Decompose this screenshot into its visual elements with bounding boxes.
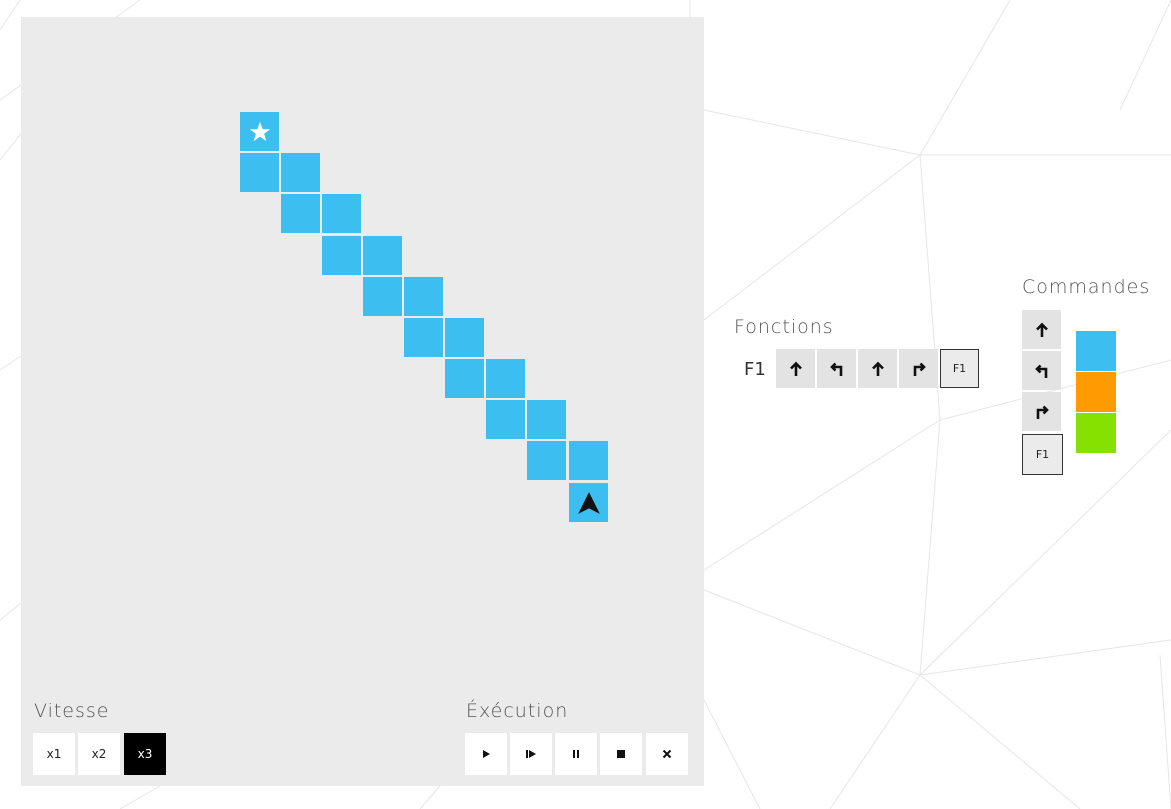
path-cell: [363, 236, 402, 275]
pause-button[interactable]: [555, 733, 597, 775]
turn-left-icon: [1034, 364, 1047, 378]
stop-icon: [617, 750, 625, 758]
arrow-up-icon: [871, 361, 884, 376]
play-button[interactable]: [465, 733, 507, 775]
execution-label: Éxécution: [466, 700, 569, 722]
command-forward[interactable]: [1022, 310, 1061, 349]
path-cell: [322, 194, 361, 233]
path-cell: [281, 153, 320, 192]
turn-right-icon: [913, 362, 926, 376]
game-board: [21, 17, 704, 786]
f1-slot-5[interactable]: F1: [940, 349, 979, 388]
path-cell: [404, 277, 443, 316]
reset-button[interactable]: [646, 733, 688, 775]
command-f1[interactable]: F1: [1022, 434, 1063, 475]
color-blue-swatch[interactable]: [1076, 331, 1116, 371]
turn-left-icon: [829, 362, 842, 376]
path-cell: [322, 236, 361, 275]
path-cell: [445, 359, 484, 398]
robot-arrow-icon: [577, 491, 600, 514]
stop-button[interactable]: [600, 733, 642, 775]
f1-slot-4[interactable]: [899, 349, 938, 388]
f1-row-label: F1: [744, 359, 766, 380]
star-icon: [249, 121, 270, 141]
path-cell: [445, 318, 484, 357]
path-cell: [363, 277, 402, 316]
play-icon: [483, 750, 490, 758]
color-green-swatch[interactable]: [1076, 413, 1116, 453]
close-icon: [662, 749, 672, 759]
path-cell: [527, 441, 566, 480]
commands-label: Commandes: [1022, 276, 1151, 298]
path-cell: [486, 359, 525, 398]
path-cell: [404, 318, 443, 357]
start-cell: [240, 112, 279, 151]
speed-label: Vitesse: [34, 700, 110, 722]
speed-x2-button[interactable]: x2: [78, 733, 120, 775]
path-cell: [569, 441, 608, 480]
path-cell: [486, 400, 525, 439]
speed-x1-button[interactable]: x1: [33, 733, 75, 775]
path-cell: [281, 194, 320, 233]
step-icon: [526, 750, 536, 758]
f1-slot-1[interactable]: [776, 349, 815, 388]
pause-icon: [573, 750, 579, 758]
path-cell: [240, 153, 279, 192]
turn-right-icon: [1036, 405, 1049, 419]
speed-x3-button[interactable]: x3: [124, 733, 166, 775]
functions-label: Fonctions: [734, 316, 834, 338]
command-turn-right[interactable]: [1022, 392, 1061, 431]
arrow-up-icon: [789, 361, 802, 376]
step-button[interactable]: [510, 733, 552, 775]
robot-cell: [569, 483, 608, 522]
color-orange-swatch[interactable]: [1076, 372, 1116, 412]
command-turn-left[interactable]: [1022, 351, 1061, 390]
arrow-up-icon: [1035, 322, 1048, 337]
path-cell: [527, 400, 566, 439]
f1-slot-2[interactable]: [817, 349, 856, 388]
f1-slot-3[interactable]: [858, 349, 897, 388]
